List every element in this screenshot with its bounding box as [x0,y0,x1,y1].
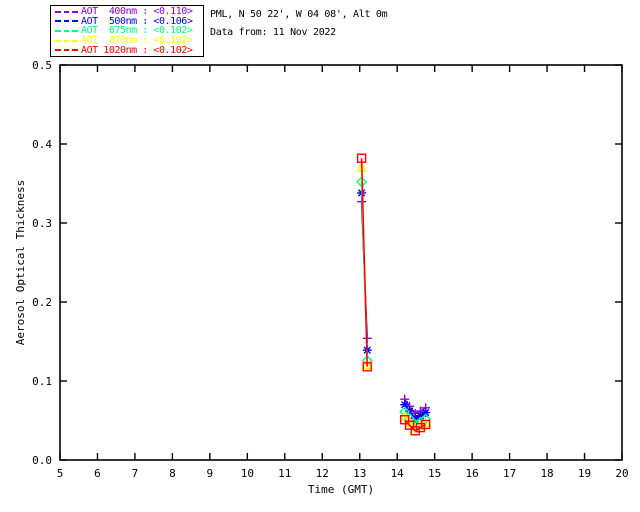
y-tick-label: 0.1 [32,375,52,388]
square-marker [356,153,367,163]
legend-dash-sample [55,49,81,52]
date-label: Data from: 11 Nov 2022 [210,27,336,38]
legend-dash-sample [55,20,81,23]
y-tick-label: 0.2 [32,296,52,309]
legend-dash-sample [55,10,81,13]
series-line [360,158,368,367]
series-870nm [356,161,431,433]
legend-box: AOT 400nm : <0.110> AOT 500nm : <0.106> AO… [50,5,204,57]
legend-dash-sample [55,39,81,42]
triangle-marker [420,416,431,427]
legend-label: AOT 500nm : <0.106> [81,15,193,27]
x-tick-label: 7 [132,467,139,480]
square-marker [410,426,420,436]
square-marker [399,415,410,425]
x-tick-label: 11 [278,467,291,480]
legend-entry-870nm: AOT 870nm : <0.102> [55,35,203,47]
legend-entry-675nm: AOT 675nm : <0.102> [55,25,203,37]
x-tick-label: 20 [615,467,628,480]
x-tick-label: 5 [57,467,64,480]
x-tick-label: 19 [578,467,591,480]
x-tick-label: 8 [169,467,176,480]
x-tick-label: 16 [466,467,479,480]
x-tick-label: 12 [316,467,329,480]
square-marker [415,422,426,433]
x-tick-label: 18 [540,467,553,480]
station-title: PML, N 50 22', W 04 08', Alt 0m [210,9,388,20]
series-675nm [356,176,432,430]
x-tick-label: 13 [353,467,366,480]
x-tick-label: 6 [94,467,101,480]
axes: 5 6 7 8 9 10 11 12 13 14 15 16 17 18 19 20 0.0 0.1 0.2 0.3 0… [14,59,629,496]
x-tick-label: 17 [503,467,516,480]
x-tick-label: 14 [391,467,405,480]
square-marker [404,420,415,430]
asterisk-marker [421,408,431,418]
legend-entry-1020nm: AOT 1020nm : <0.102> [55,44,203,56]
x-tick-label: 9 [207,467,214,480]
x-tick-label: 10 [241,467,254,480]
asterisk-marker [400,400,410,410]
asterisk-marker [415,411,425,421]
asterisk-marker [410,413,420,423]
plot-border [59,64,623,461]
series-500nm [357,188,431,423]
legend-entry-400nm: AOT 400nm : <0.110> [55,6,203,18]
legend-entry-500nm: AOT 500nm : <0.106> [55,15,203,27]
legend-label: AOT 675nm : <0.102> [81,25,193,37]
y-axis-title: Aerosol Optical Thickness [14,180,27,346]
series-1020nm [356,153,431,436]
x-tick-label: 15 [428,467,441,480]
y-tick-label: 0.5 [32,59,52,72]
y-tick-label: 0.0 [32,454,52,467]
legend-label: AOT 400nm : <0.110> [81,6,193,18]
legend-dash-sample [55,29,81,32]
x-axis-title: Time (GMT) [308,483,374,496]
y-tick-label: 0.4 [32,138,52,151]
y-tick-label: 0.3 [32,217,52,230]
triangle-marker [362,359,373,370]
series-400nm [357,197,431,418]
asterisk-marker [405,406,415,416]
square-marker [362,362,372,372]
legend-label: AOT 1020nm : <0.102> [81,44,193,56]
legend-label: AOT 870nm : <0.102> [81,35,193,47]
square-marker [420,419,431,430]
